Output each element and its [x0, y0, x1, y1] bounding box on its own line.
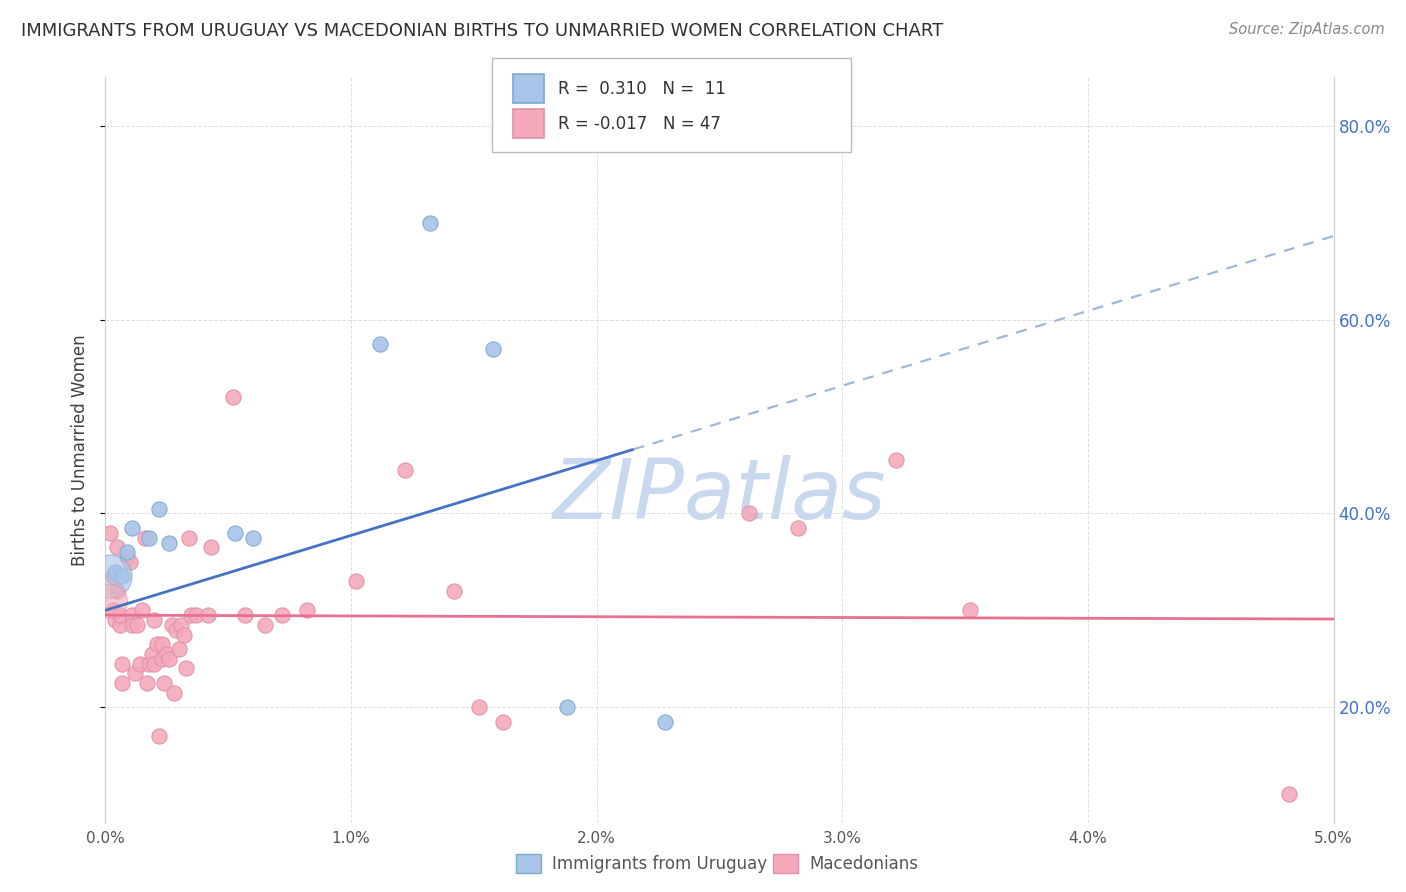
Text: 3.0%: 3.0% — [823, 830, 862, 846]
Point — [167, 642, 190, 657]
Text: R = -0.017   N = 47: R = -0.017 N = 47 — [558, 114, 721, 133]
Text: 5.0%: 5.0% — [1315, 830, 1353, 846]
Point — [98, 569, 121, 583]
Point — [163, 686, 186, 700]
Point — [150, 652, 173, 666]
Point — [121, 608, 143, 623]
Point — [253, 618, 276, 632]
Point — [107, 583, 129, 598]
Text: 1.0%: 1.0% — [332, 830, 370, 846]
Point — [738, 507, 761, 521]
Point — [166, 623, 188, 637]
Point — [160, 618, 183, 632]
Point — [418, 216, 440, 230]
Point — [98, 593, 121, 607]
Text: 4.0%: 4.0% — [1069, 830, 1108, 846]
Point — [170, 618, 193, 632]
Point — [108, 608, 131, 623]
Point — [443, 583, 465, 598]
Point — [143, 657, 166, 671]
Point — [148, 729, 170, 743]
Point — [884, 453, 907, 467]
Point — [344, 574, 367, 589]
Point — [295, 603, 318, 617]
Point — [200, 541, 222, 555]
Point — [224, 525, 246, 540]
Point — [177, 531, 200, 545]
Point — [121, 521, 143, 535]
Point — [104, 565, 127, 579]
Point — [138, 657, 160, 671]
Point — [197, 608, 219, 623]
Point — [173, 627, 195, 641]
Text: IMMIGRANTS FROM URUGUAY VS MACEDONIAN BIRTHS TO UNMARRIED WOMEN CORRELATION CHAR: IMMIGRANTS FROM URUGUAY VS MACEDONIAN BI… — [21, 22, 943, 40]
Point — [156, 647, 179, 661]
Point — [150, 637, 173, 651]
Text: 0.0%: 0.0% — [86, 830, 125, 846]
Point — [131, 603, 153, 617]
Point — [121, 618, 143, 632]
Point — [124, 666, 146, 681]
Point — [394, 463, 416, 477]
Point — [111, 676, 134, 690]
Point — [127, 618, 149, 632]
Point — [654, 714, 676, 729]
Text: ZIPatlas: ZIPatlas — [553, 455, 886, 536]
Point — [1278, 788, 1301, 802]
Point — [108, 618, 131, 632]
Point — [184, 608, 207, 623]
Point — [118, 555, 141, 569]
Point — [128, 657, 150, 671]
Point — [101, 569, 124, 583]
Text: Macedonians: Macedonians — [810, 855, 918, 872]
Point — [370, 337, 392, 351]
Point — [242, 531, 264, 545]
Point — [117, 549, 139, 564]
Point — [134, 531, 156, 545]
Text: Source: ZipAtlas.com: Source: ZipAtlas.com — [1229, 22, 1385, 37]
Point — [101, 603, 124, 617]
Point — [787, 521, 810, 535]
Point — [117, 545, 139, 559]
Point — [136, 676, 159, 690]
Text: R =  0.310   N =  11: R = 0.310 N = 11 — [558, 79, 725, 98]
Point — [467, 700, 489, 714]
Point — [111, 657, 134, 671]
Text: 2.0%: 2.0% — [578, 830, 616, 846]
Point — [148, 501, 170, 516]
Point — [492, 714, 515, 729]
Point — [153, 676, 176, 690]
Point — [143, 613, 166, 627]
Point — [141, 647, 163, 661]
Y-axis label: Births to Unmarried Women: Births to Unmarried Women — [72, 334, 89, 566]
Point — [146, 637, 169, 651]
Point — [104, 613, 127, 627]
Point — [959, 603, 981, 617]
Point — [107, 541, 129, 555]
Point — [233, 608, 256, 623]
Point — [174, 661, 197, 675]
Point — [157, 535, 180, 549]
Point — [111, 569, 134, 583]
Point — [98, 525, 121, 540]
Point — [222, 390, 245, 404]
Point — [482, 342, 505, 356]
Text: Immigrants from Uruguay: Immigrants from Uruguay — [553, 855, 768, 872]
Point — [271, 608, 294, 623]
Point — [138, 531, 160, 545]
Point — [555, 700, 578, 714]
Point — [157, 652, 180, 666]
Point — [180, 608, 202, 623]
